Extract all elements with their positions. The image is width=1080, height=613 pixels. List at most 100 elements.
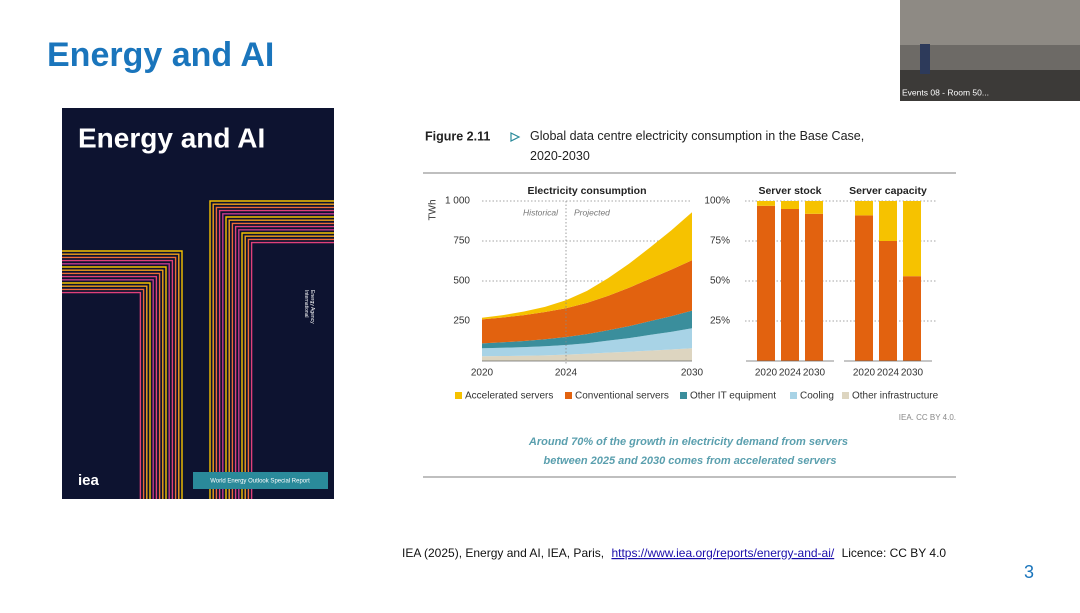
figure-title: Global data centre electricity consumpti… [530, 129, 868, 163]
area [482, 348, 692, 361]
legend-swatch [790, 392, 797, 399]
annotation: Projected [574, 207, 610, 217]
cover-logo: iea [78, 472, 100, 489]
cover-stripe [62, 288, 145, 499]
legend-label: Cooling [800, 391, 834, 402]
x-tick-label: 2024 [779, 368, 802, 379]
cover-stripe [250, 241, 334, 499]
y-tick-label: 25% [710, 316, 730, 327]
cover-stripe [244, 235, 334, 499]
x-tick-label: 2030 [681, 368, 704, 379]
legend-swatch [565, 392, 572, 399]
legend-label: Other infrastructure [852, 391, 939, 402]
area [482, 310, 692, 349]
cover-stripe [225, 216, 334, 499]
cover-stripe [62, 263, 170, 499]
cover-stripe [62, 256, 177, 499]
cover-stripe [62, 285, 148, 499]
y-tick-label: 250 [453, 316, 470, 327]
cover-stripe [62, 259, 174, 499]
report-cover: Energy and AI International Energy Agenc… [62, 108, 334, 499]
legend-swatch [842, 392, 849, 399]
cover-stripe [234, 225, 334, 499]
chart-title: Server stock [758, 185, 821, 197]
cover-stripe [215, 206, 334, 499]
video-label: Events 08 - Room 50... [902, 87, 989, 97]
video-wall [900, 0, 1080, 45]
cover-stripe [241, 232, 334, 499]
x-tick-label: 2024 [877, 368, 900, 379]
figure-source: IEA. CC BY 4.0. [899, 413, 956, 422]
bar [781, 201, 799, 209]
figure-marker [510, 132, 521, 142]
cover-publisher-line: International [303, 290, 309, 318]
cover-stripe [62, 266, 167, 499]
x-tick-label: 2024 [555, 368, 578, 379]
cover-badge [193, 472, 328, 489]
area [482, 212, 692, 320]
x-tick-label: 2020 [853, 368, 876, 379]
bar [805, 213, 823, 361]
y-tick-label: 100% [704, 196, 730, 207]
figure-number: Figure 2.11 [425, 129, 490, 143]
caption-line: Around 70% of the growth in electricity … [528, 436, 848, 448]
cover-title: Energy and AI [78, 122, 265, 153]
video-speaker [920, 44, 930, 74]
bar [855, 201, 873, 216]
cover-stripe [231, 222, 334, 499]
cover-background [62, 108, 334, 499]
y-tick-label: 750 [453, 236, 470, 247]
y-tick-label: 75% [710, 236, 730, 247]
x-tick-label: 2030 [901, 368, 924, 379]
legend-swatch [680, 392, 687, 399]
slide-title: Energy and AI [47, 36, 274, 74]
bar [903, 201, 921, 277]
y-axis-label: TWh [428, 199, 439, 220]
cover-stripe [62, 269, 164, 499]
cover-stripe [222, 213, 334, 499]
y-tick-label: 1 000 [445, 196, 470, 207]
bar [805, 201, 823, 214]
cover-stripe [209, 200, 334, 499]
bar [879, 201, 897, 241]
footer-link[interactable]: https://www.iea.org/reports/energy-and-a… [611, 546, 834, 560]
bar [855, 215, 873, 361]
footer: IEA (2025), Energy and AI, IEA, Paris, h… [402, 546, 946, 560]
area [482, 328, 692, 357]
cover-stripe [218, 209, 334, 499]
bar [757, 201, 775, 206]
cover-stripe [62, 250, 183, 499]
cover-stripe [62, 282, 151, 499]
legend-label: Conventional servers [575, 391, 669, 402]
chart-title: Server capacity [849, 185, 927, 197]
legend-label: Accelerated servers [465, 391, 553, 402]
cover-stripe [62, 272, 161, 499]
cover-stripe [212, 203, 334, 499]
y-tick-label: 500 [453, 276, 470, 287]
x-tick-label: 2020 [755, 368, 778, 379]
caption-line: between 2025 and 2030 comes from acceler… [544, 455, 837, 467]
legend-swatch [455, 392, 462, 399]
video-audience [900, 70, 1080, 101]
chart-title: Electricity consumption [527, 185, 646, 197]
cover-publisher-line: Energy Agency [309, 290, 315, 324]
area [482, 260, 692, 344]
bar [781, 209, 799, 361]
cover-stripe [62, 291, 142, 499]
bar [903, 276, 921, 361]
cover-stripe [247, 238, 334, 499]
page-number: 3 [1024, 562, 1034, 582]
video-thumbnail[interactable]: Events 08 - Room 50... [900, 0, 1080, 101]
figure-caption: Around 70% of the growth in electricity … [528, 436, 851, 467]
x-tick-label: 2030 [803, 368, 826, 379]
cover-stripe [62, 275, 158, 499]
legend-label: Other IT equipment [690, 391, 776, 402]
cover-publisher: International Energy Agency [303, 290, 315, 324]
annotation: Historical [523, 207, 559, 217]
figure-title-line: 2020-2030 [530, 149, 590, 163]
y-tick-label: 50% [710, 276, 730, 287]
cover-stripe [228, 219, 334, 499]
cover-stripe [238, 229, 334, 499]
